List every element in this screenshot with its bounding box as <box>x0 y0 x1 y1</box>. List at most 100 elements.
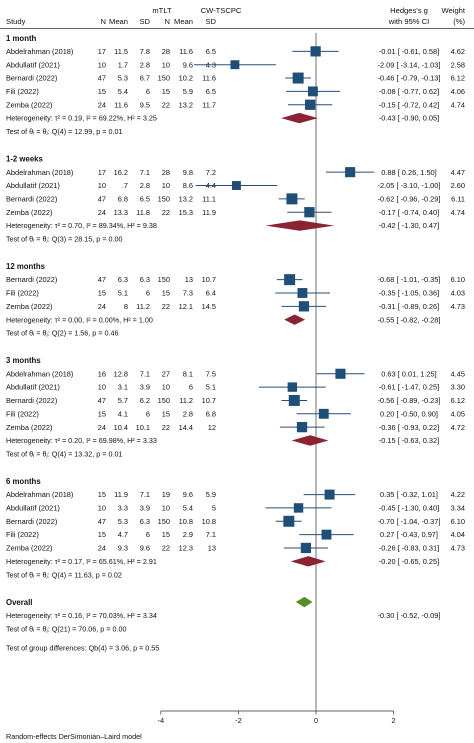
study-name: Fili (2022) <box>6 530 39 539</box>
header-mean1: Mean <box>109 17 128 26</box>
cell-sd2: 6.8 <box>206 409 216 418</box>
study-marker <box>284 274 296 286</box>
cell-mean2: 9.8 <box>183 168 193 177</box>
cell-mean2: 12.1 <box>179 302 193 311</box>
group-summary-diamond <box>290 556 326 567</box>
cell-mean1: 6.3 <box>118 275 128 284</box>
study-marker <box>318 408 329 419</box>
group-title: 6 months <box>6 477 41 486</box>
header-weight2: (%) <box>453 17 465 26</box>
cell-sd1: 2.8 <box>140 181 150 190</box>
study-name: Zemba (2022) <box>6 100 52 109</box>
cell-weight: 6.12 <box>451 396 465 405</box>
study-name: Bernardi (2022) <box>6 74 57 83</box>
group-heterogeneity: Heterogeneity: τ² = 0.70, I² = 89.34%, H… <box>6 221 157 230</box>
cell-mean1: 11.9 <box>114 490 128 499</box>
group-differences-test: Test of group differences: Qb(4) = 3.06,… <box>6 644 159 653</box>
study-name: Bernardi (2022) <box>6 396 57 405</box>
study-name: Abdullatif (2021) <box>6 383 60 392</box>
cell-n2: 15 <box>162 530 170 539</box>
study-marker <box>292 72 304 84</box>
group-summary-ci: -0.43 [ -0.90, 0.05] <box>379 114 439 123</box>
cell-mean2: 13.2 <box>179 100 193 109</box>
cell-sd1: 6.2 <box>140 396 150 405</box>
cell-mean2: 6 <box>189 383 193 392</box>
cell-ci: -0.31 [ -0.89, 0.26] <box>379 302 439 311</box>
cell-n2: 22 <box>162 302 170 311</box>
cell-sd2: 6.5 <box>206 47 216 56</box>
cell-mean1: 13.3 <box>114 208 128 217</box>
group-test: Test of θᵢ = θⱼ: Q(3) = 28.15, p = 0.00 <box>6 235 122 244</box>
group-summary-ci: -0.55 [ -0.82, -0.28] <box>378 315 441 324</box>
cell-mean2: 8.1 <box>183 369 193 378</box>
cell-n1: 47 <box>98 517 106 526</box>
study-marker <box>305 99 316 110</box>
study-name: Abdelrahman (2018) <box>6 168 73 177</box>
footnote: Random-effects DerSimonian–Laird model <box>6 732 142 741</box>
cell-ci: -0.46 [ -0.79, -0.13] <box>378 74 441 83</box>
study-name: Bernardi (2022) <box>6 517 57 526</box>
cell-sd2: 5.9 <box>206 490 216 499</box>
cell-mean2: 13 <box>185 275 193 284</box>
study-marker <box>283 515 295 527</box>
group-title: 12 months <box>6 262 46 271</box>
cell-n1: 17 <box>98 47 106 56</box>
cell-sd2: 7.1 <box>206 530 216 539</box>
group-heterogeneity: Heterogeneity: τ² = 0.00, I² = 0.00%, H²… <box>6 315 153 324</box>
cell-n1: 15 <box>98 490 106 499</box>
header-weight1: Weight <box>442 6 466 15</box>
cell-sd1: 11.2 <box>136 302 150 311</box>
overall-title: Overall <box>6 598 32 607</box>
cell-mean1: 5.3 <box>118 517 128 526</box>
cell-n1: 15 <box>98 289 106 298</box>
cell-mean1: 11.5 <box>114 47 128 56</box>
cell-sd1: 7.1 <box>140 168 150 177</box>
cell-ci: -0.36 [ -0.93, 0.22] <box>379 423 439 432</box>
x-tick-label: 0 <box>314 716 318 725</box>
study-marker <box>300 542 312 554</box>
cell-sd2: 7.5 <box>206 369 216 378</box>
cell-ci: -2.09 [ -3.14, -1.03] <box>378 60 441 69</box>
cell-n1: 24 <box>98 302 106 311</box>
cell-n2: 22 <box>162 544 170 553</box>
cell-n2: 10 <box>162 383 170 392</box>
cell-n1: 17 <box>98 168 106 177</box>
overall-summary-diamond <box>295 596 313 608</box>
cell-mean2: 14.4 <box>179 423 193 432</box>
cell-sd2: 10.7 <box>202 275 216 284</box>
group-heterogeneity: Heterogeneity: τ² = 0.20, I² = 69.98%, H… <box>6 436 157 445</box>
study-marker <box>232 181 241 190</box>
cell-mean2: 13.2 <box>179 194 193 203</box>
cell-n1: 10 <box>98 383 106 392</box>
group-summary-ci: -0.15 [ -0.63, 0.32] <box>379 436 439 445</box>
study-name: Zemba (2022) <box>6 423 52 432</box>
header-study: Study <box>6 17 26 26</box>
cell-mean2: 5.4 <box>183 504 193 513</box>
study-name: Fili (2022) <box>6 87 39 96</box>
cell-n2: 10 <box>162 181 170 190</box>
cell-ci: -0.17 [ -0.74, 0.40] <box>379 208 439 217</box>
study-name: Abdullatif (2021) <box>6 181 60 190</box>
cell-n2: 15 <box>162 289 170 298</box>
group-test: Test of θᵢ = θⱼ: Q(4) = 12.99, p = 0.01 <box>6 127 122 136</box>
cell-mean1: 5.7 <box>118 396 128 405</box>
cell-mean1: 3.3 <box>118 504 128 513</box>
cell-n1: 15 <box>98 87 106 96</box>
cell-n1: 24 <box>98 208 106 217</box>
cell-n2: 15 <box>162 409 170 418</box>
x-tick-label: -4 <box>158 716 165 725</box>
cell-sd2: 11.6 <box>202 74 216 83</box>
cell-weight: 4.73 <box>451 544 465 553</box>
cell-weight: 2.60 <box>451 181 465 190</box>
cell-sd2: 5.1 <box>206 383 216 392</box>
cell-sd2: 13 <box>208 544 216 553</box>
cell-n1: 15 <box>98 409 106 418</box>
group-test: Test of θᵢ = θⱼ: Q(2) = 1.56, p = 0.46 <box>6 329 118 338</box>
study-name: Bernardi (2022) <box>6 275 57 284</box>
overall-heterogeneity: Heterogeneity: τ² = 0.16, I² = 70.03%, H… <box>6 611 157 620</box>
cell-ci: 0.88 [ 0.26, 1.50] <box>381 168 436 177</box>
study-marker <box>335 368 346 379</box>
study-marker <box>286 193 298 205</box>
cell-mean1: 12.8 <box>114 369 128 378</box>
group-summary-ci: -0.20 [ -0.65, 0.25] <box>379 557 439 566</box>
